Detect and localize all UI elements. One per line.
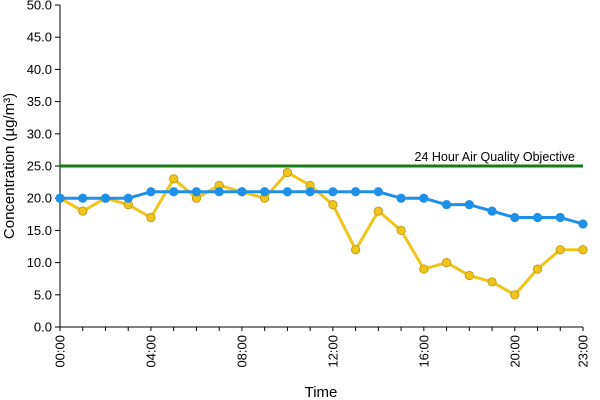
data-point: [328, 187, 338, 197]
data-point: [305, 187, 315, 197]
data-point: [555, 212, 565, 223]
y-tick-label: 5.0: [34, 287, 52, 302]
objective-layer: 24 Hour Air Quality Objective: [60, 150, 583, 168]
data-point: [282, 187, 292, 197]
x-tick-label: 04:00: [143, 335, 158, 368]
x-tick-label: 16:00: [416, 335, 431, 368]
data-point: [510, 290, 520, 300]
data-point: [351, 245, 361, 255]
data-point: [419, 193, 429, 203]
x-tick-label: 08:00: [234, 335, 249, 368]
data-point: [169, 174, 179, 184]
data-point: [555, 245, 565, 255]
x-tick-label: 23:00: [576, 335, 591, 368]
x-axis-title: Time: [305, 384, 338, 400]
data-point: [487, 277, 497, 287]
data-point: [441, 257, 452, 268]
objective-label: 24 Hour Air Quality Objective: [415, 150, 576, 164]
y-tick-label: 20.0: [27, 191, 52, 206]
data-point: [487, 206, 497, 216]
data-point: [510, 212, 520, 223]
series-1: [55, 167, 588, 300]
data-point: [282, 167, 292, 178]
data-point: [237, 187, 247, 197]
data-point: [78, 206, 88, 216]
data-point: [214, 187, 224, 197]
data-point: [146, 187, 156, 197]
data-point: [351, 187, 361, 197]
x-tick-label: 00:00: [53, 335, 68, 368]
data-point: [78, 193, 88, 203]
data-point: [123, 193, 133, 203]
data-point: [260, 187, 270, 197]
data-point: [328, 200, 338, 210]
x-tick-labels: 00:00 04:00 08:00 12:00 16:00 20:00 23:00: [53, 327, 591, 368]
data-point: [396, 225, 406, 235]
data-point: [578, 245, 588, 255]
data-point: [373, 206, 383, 216]
data-point: [464, 200, 474, 210]
y-tick-label: 50.0: [27, 0, 52, 13]
y-tick-label: 25.0: [27, 159, 52, 174]
y-axis-title: Concentration (µg/m³): [1, 93, 18, 239]
x-tick-label: 12:00: [325, 335, 340, 368]
y-tick-labels: 0.0 5.0 10.0 15.0 20.0 25.0 30.0 35.0 40.0 45.0 50…: [27, 0, 60, 335]
series-layer: [55, 167, 588, 300]
x-tick-label: 20:00: [507, 335, 522, 368]
y-tick-label: 15.0: [27, 223, 52, 238]
data-point: [373, 187, 383, 197]
series-2: [55, 187, 588, 229]
y-tick-label: 0.0: [34, 320, 52, 335]
data-point: [419, 264, 429, 274]
y-tick-label: 10.0: [27, 255, 52, 270]
data-point: [169, 187, 179, 197]
data-point: [55, 193, 65, 203]
data-point: [191, 187, 202, 197]
data-point: [532, 264, 543, 274]
data-point: [464, 270, 474, 281]
y-tick-label: 45.0: [27, 30, 52, 45]
y-tick-label: 30.0: [27, 126, 52, 141]
data-point: [441, 200, 452, 210]
data-point: [578, 219, 588, 229]
data-point: [100, 193, 111, 203]
data-point: [532, 212, 543, 223]
y-tick-label: 40.0: [27, 62, 52, 77]
y-tick-label: 35.0: [27, 94, 52, 109]
data-point: [396, 193, 406, 203]
data-point: [146, 212, 156, 223]
